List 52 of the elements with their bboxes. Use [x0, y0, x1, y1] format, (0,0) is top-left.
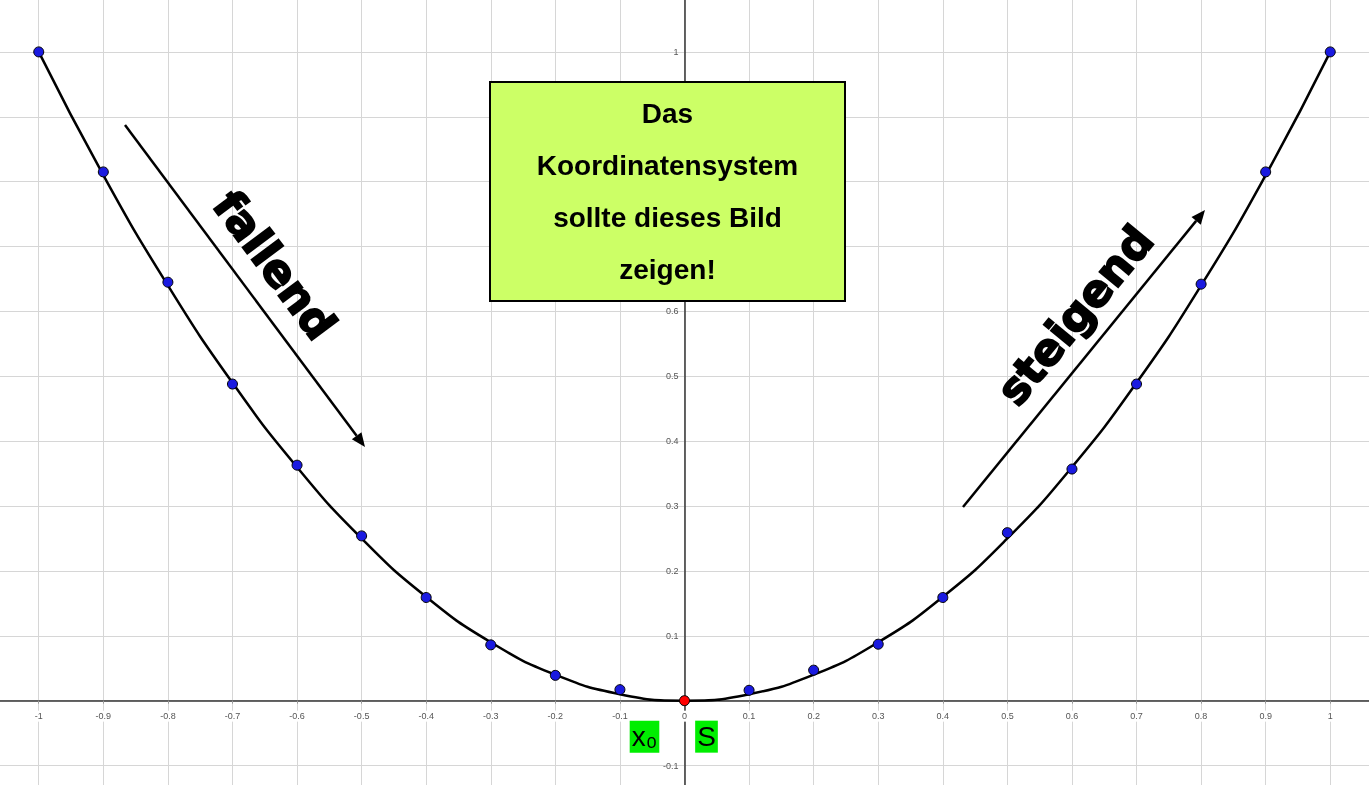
x-tick-label: -0.7: [224, 711, 241, 722]
x-tick-label: -0.9: [95, 711, 112, 722]
point: [420, 592, 432, 604]
x-tick-label: 1: [1327, 711, 1333, 722]
x-tick-label: 0.1: [742, 711, 756, 722]
point: [872, 638, 884, 650]
annotation: x₀: [631, 721, 658, 753]
point: [356, 530, 368, 542]
point: [614, 684, 626, 696]
point: [97, 166, 109, 178]
x-tick-label: -0.5: [353, 711, 370, 722]
x-tick-label: 0.6: [1065, 711, 1079, 722]
x-tick-label: 0: [681, 711, 688, 722]
x-tick-label: 0.3: [871, 711, 885, 722]
x-tick-label: -0.6: [289, 711, 305, 722]
x-tick-label: 0.8: [1194, 711, 1208, 722]
x-tick-label: -0.8: [160, 711, 176, 722]
point: [549, 669, 561, 681]
point: [291, 459, 303, 471]
x-tick-label: 0.4: [936, 711, 950, 722]
x-tick-label: 0.9: [1259, 711, 1272, 722]
point: [679, 695, 690, 707]
point: [33, 46, 45, 58]
point: [1260, 166, 1272, 178]
y-tick-label: 0.2: [665, 565, 679, 576]
x-tick-label: -0.3: [483, 711, 499, 722]
y-tick-label: -0.1: [662, 760, 679, 771]
note-box: Das Koordinatensystem sollte dieses Bild zeigen!: [489, 81, 846, 302]
point: [226, 378, 238, 390]
point: [1324, 46, 1336, 58]
point: [485, 639, 497, 651]
x-tick-label: -0.2: [547, 711, 564, 722]
x-tick-label: 0.7: [1130, 711, 1143, 722]
x-tick-label: -0.1: [612, 711, 628, 722]
x-tick-label: 0.2: [807, 711, 820, 722]
point: [808, 664, 820, 676]
annotation: S: [697, 721, 716, 753]
x-tick-label: 0.5: [1001, 711, 1014, 722]
y-tick-label: 0.6: [665, 306, 679, 317]
y-tick-label: 0.3: [665, 501, 679, 512]
y-tick-label: 1: [673, 46, 679, 57]
point: [162, 276, 174, 288]
point: [1066, 463, 1078, 475]
point: [1001, 527, 1013, 539]
x-tick-label: -0.4: [418, 711, 434, 722]
point: [743, 684, 755, 696]
x-tick-label: -1: [34, 711, 43, 722]
y-tick-label: 0.4: [665, 436, 679, 447]
y-tick-label: 0.1: [665, 630, 679, 641]
point: [1195, 278, 1207, 290]
point: [937, 592, 949, 604]
y-tick-label: 0.5: [665, 371, 679, 382]
